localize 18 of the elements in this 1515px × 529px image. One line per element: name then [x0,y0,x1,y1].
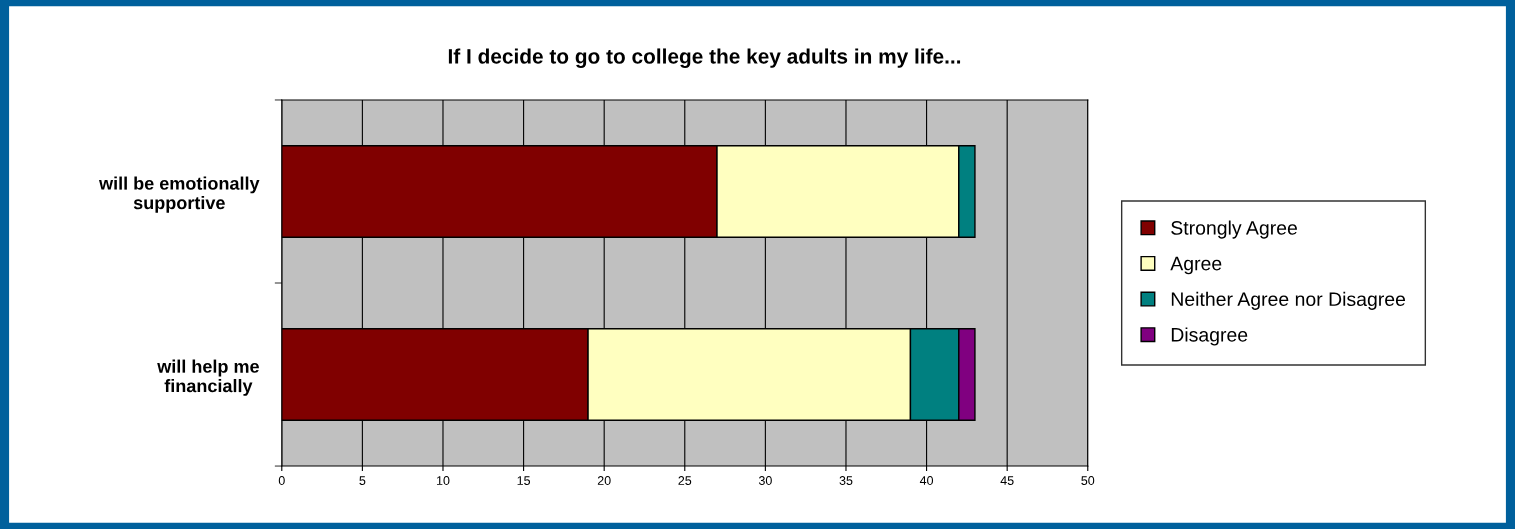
chart-title: If I decide to go to college the key adults in my life... [448,48,961,68]
x-tick-label: 0 [278,476,285,485]
x-tick-label: 45 [1000,476,1014,485]
x-tick-label: 15 [517,476,531,485]
y-tick-label: will be emotionally supportive [99,176,260,213]
x-tick-label: 25 [678,476,692,485]
x-tick-label: 5 [359,476,366,485]
x-tick-label: 50 [1081,476,1095,485]
x-tick-label: 40 [919,476,934,485]
x-tick-label: 35 [839,476,853,485]
legend-label: Disagree [1171,327,1248,346]
x-tick-label: 30 [758,476,772,485]
legend-label: Agree [1170,256,1222,275]
legend-label: Strongly Agree [1171,220,1297,239]
legend-label: Neither Agree nor Disagree [1171,291,1406,310]
x-tick-label: 10 [436,476,450,485]
y-tick-label: will help me financially [157,359,259,396]
x-tick-label: 20 [597,476,611,485]
